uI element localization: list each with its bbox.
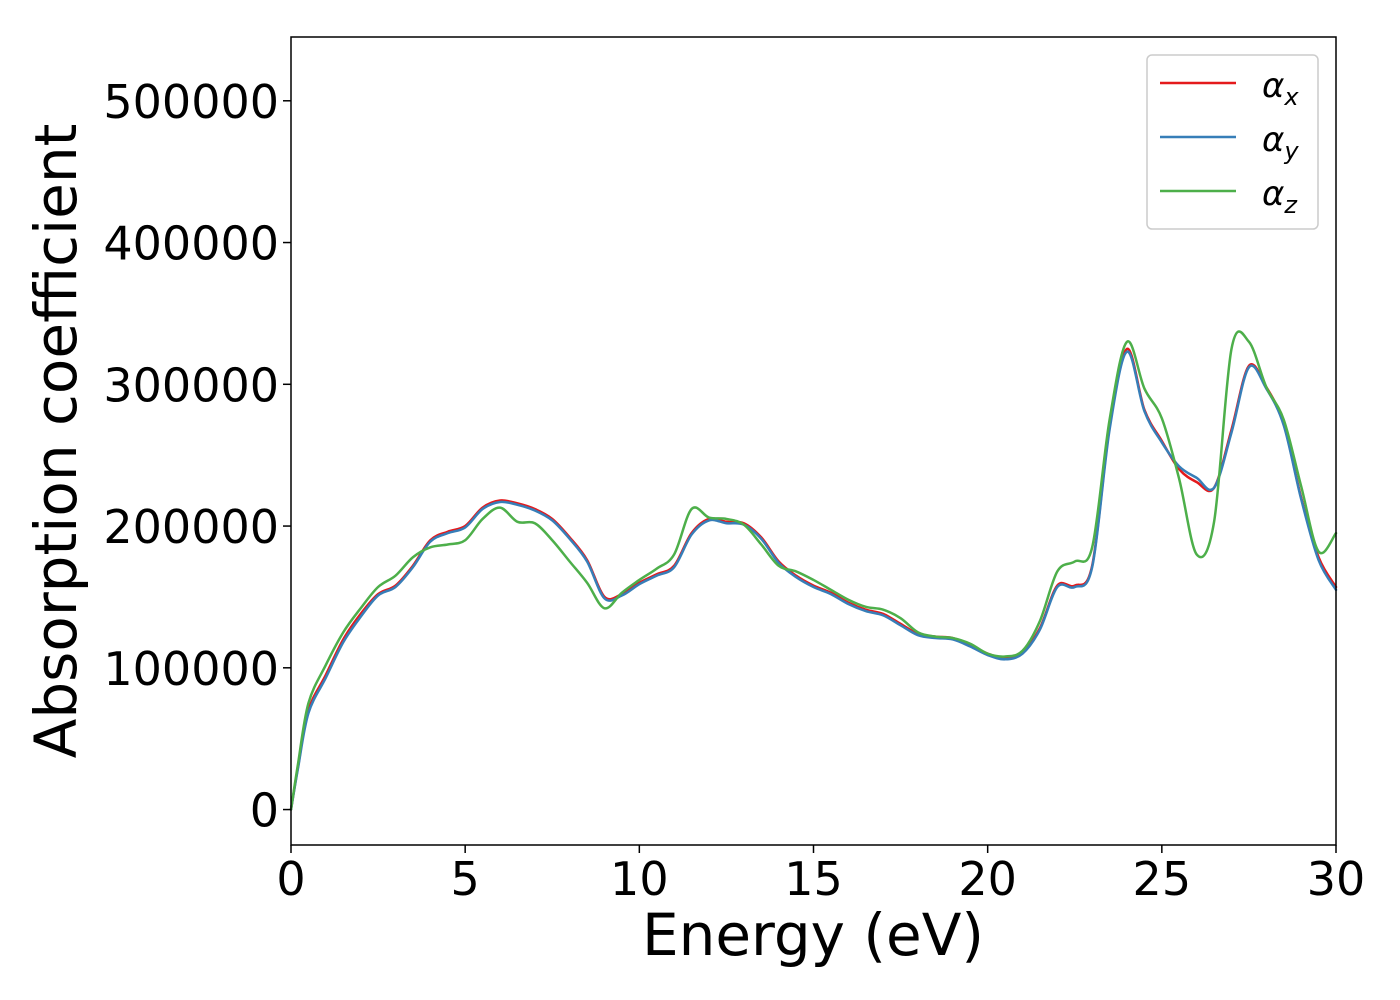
x-tick-label: 5 — [451, 852, 480, 906]
legend-label-x: αx — [1262, 66, 1299, 111]
x-tick-label: 10 — [610, 852, 669, 906]
legend-label-y: αy — [1262, 120, 1299, 165]
x-tick-label: 15 — [784, 852, 843, 906]
legend-subscript: y — [1283, 137, 1299, 165]
y-axis: 0 100000 200000 300000 400000 500000 — [103, 75, 291, 838]
x-tick-label: 30 — [1307, 852, 1366, 906]
y-tick-label: 100000 — [103, 642, 279, 696]
legend-subscript: z — [1283, 191, 1298, 219]
x-axis: 0 5 10 15 20 25 30 — [276, 845, 1365, 906]
legend-symbol: α — [1262, 174, 1284, 214]
series-line-y — [289, 350, 1338, 811]
series-layer — [289, 330, 1338, 811]
y-axis-title: Absorption coefficient — [22, 124, 90, 759]
y-tick-label: 500000 — [103, 75, 279, 129]
series-line-z — [289, 330, 1338, 811]
x-tick-label: 20 — [958, 852, 1017, 906]
x-axis-title: Energy (eV) — [642, 901, 984, 969]
x-tick-label: 0 — [276, 852, 305, 906]
legend-subscript: x — [1283, 83, 1299, 111]
y-tick-label: 400000 — [103, 217, 279, 271]
legend-frame — [1146, 54, 1319, 230]
x-tick-label: 25 — [1133, 852, 1192, 906]
legend-symbol: α — [1262, 120, 1284, 160]
legend-symbol: α — [1262, 66, 1284, 106]
y-tick-label: 200000 — [103, 500, 279, 554]
y-tick-label: 300000 — [103, 358, 279, 412]
y-tick-label: 0 — [250, 784, 279, 838]
legend-label-z: αz — [1262, 174, 1298, 219]
